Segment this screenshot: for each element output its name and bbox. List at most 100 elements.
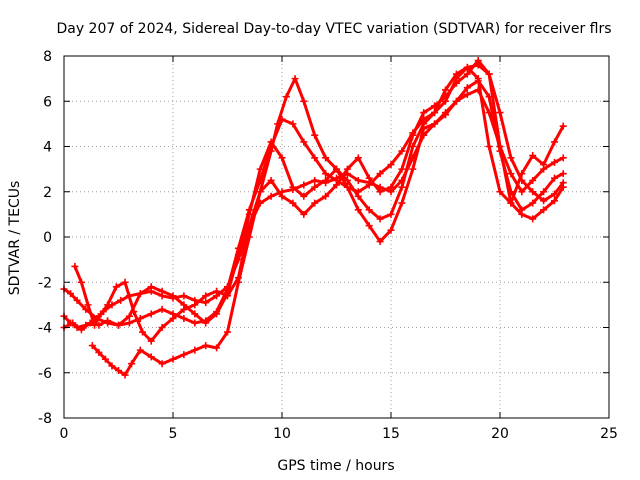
data-point (322, 176, 330, 184)
data-point (322, 192, 330, 200)
data-point (245, 210, 253, 218)
data-point (300, 97, 308, 105)
data-point (73, 296, 81, 304)
data-point (485, 93, 493, 101)
data-point (202, 299, 210, 307)
y-tick-label: 6 (43, 94, 52, 110)
data-point (387, 210, 395, 218)
data-point (125, 312, 133, 320)
data-point (518, 170, 526, 178)
y-axis-label: SDTVAR / TECUs (7, 181, 23, 296)
data-point (420, 124, 428, 132)
data-point (95, 348, 103, 356)
data-point (108, 362, 116, 370)
data-point (507, 199, 515, 207)
data-point (169, 292, 177, 300)
data-point (365, 181, 373, 189)
data-point (278, 192, 286, 200)
data-point (322, 170, 330, 178)
data-point (213, 344, 221, 352)
data-point (551, 158, 558, 166)
data-point (213, 310, 221, 318)
data-point (311, 183, 319, 191)
data-point (398, 147, 406, 155)
x-tick-label: 15 (382, 426, 400, 442)
data-point (463, 63, 471, 71)
data-point (147, 337, 155, 345)
data-point (224, 328, 231, 336)
data-point (311, 154, 319, 162)
series-line (62, 88, 565, 329)
x-tick-label: 5 (169, 426, 178, 442)
data-point (354, 206, 362, 214)
data-point (387, 183, 395, 191)
data-point (121, 371, 129, 379)
data-point (354, 176, 362, 184)
data-point (147, 310, 155, 318)
data-point (529, 215, 537, 223)
data-point (474, 77, 482, 85)
data-point (77, 326, 85, 334)
data-point (365, 174, 373, 182)
data-point (333, 165, 340, 173)
data-point (202, 319, 210, 327)
data-point (112, 283, 120, 291)
data-point (234, 251, 242, 259)
data-point (343, 165, 351, 173)
data-point (121, 278, 129, 286)
data-point (289, 199, 297, 207)
data-point (278, 154, 286, 162)
data-point (507, 188, 515, 196)
grid-layer (64, 56, 609, 418)
data-point (559, 154, 567, 162)
data-point (333, 181, 340, 189)
y-tick-label: 0 (43, 230, 52, 246)
series-line (62, 63, 565, 327)
y-tick-label: -8 (38, 411, 52, 427)
data-point (431, 120, 439, 128)
y-tick-label: -6 (38, 366, 52, 382)
data-point (71, 262, 79, 270)
data-point (125, 319, 133, 327)
data-point (551, 190, 558, 198)
data-point (311, 176, 319, 184)
data-point (365, 206, 373, 214)
data-point (300, 210, 308, 218)
data-point (376, 170, 384, 178)
y-tick-label: 8 (43, 49, 52, 65)
data-point (180, 351, 188, 359)
data-point (365, 222, 373, 230)
data-point (559, 170, 567, 178)
data-point (529, 152, 537, 160)
data-point (289, 183, 297, 191)
data-point (485, 70, 493, 78)
data-point (442, 86, 449, 94)
data-point (84, 301, 92, 309)
data-point (267, 192, 275, 200)
data-point (343, 183, 351, 191)
data-point (529, 176, 537, 184)
data-point (387, 226, 395, 234)
data-point (431, 102, 439, 110)
series-1 (60, 86, 567, 331)
data-point (540, 188, 548, 196)
x-tick-label: 25 (600, 426, 618, 442)
data-point (191, 346, 199, 354)
data-point (115, 321, 122, 329)
x-tick-label: 20 (491, 426, 509, 442)
data-point (86, 319, 94, 327)
data-point (300, 181, 308, 189)
data-point (138, 328, 146, 336)
data-point (496, 147, 504, 155)
data-point (496, 109, 504, 117)
x-tick-label: 0 (60, 426, 69, 442)
chart-title: Day 207 of 2024, Sidereal Day-to-day VTE… (56, 21, 611, 37)
data-point (354, 154, 362, 162)
data-point (387, 161, 395, 169)
data-point (322, 154, 330, 162)
data-point (398, 183, 406, 191)
data-point (180, 314, 188, 322)
data-point (420, 109, 428, 117)
data-point (234, 274, 242, 282)
series-line (62, 79, 565, 332)
